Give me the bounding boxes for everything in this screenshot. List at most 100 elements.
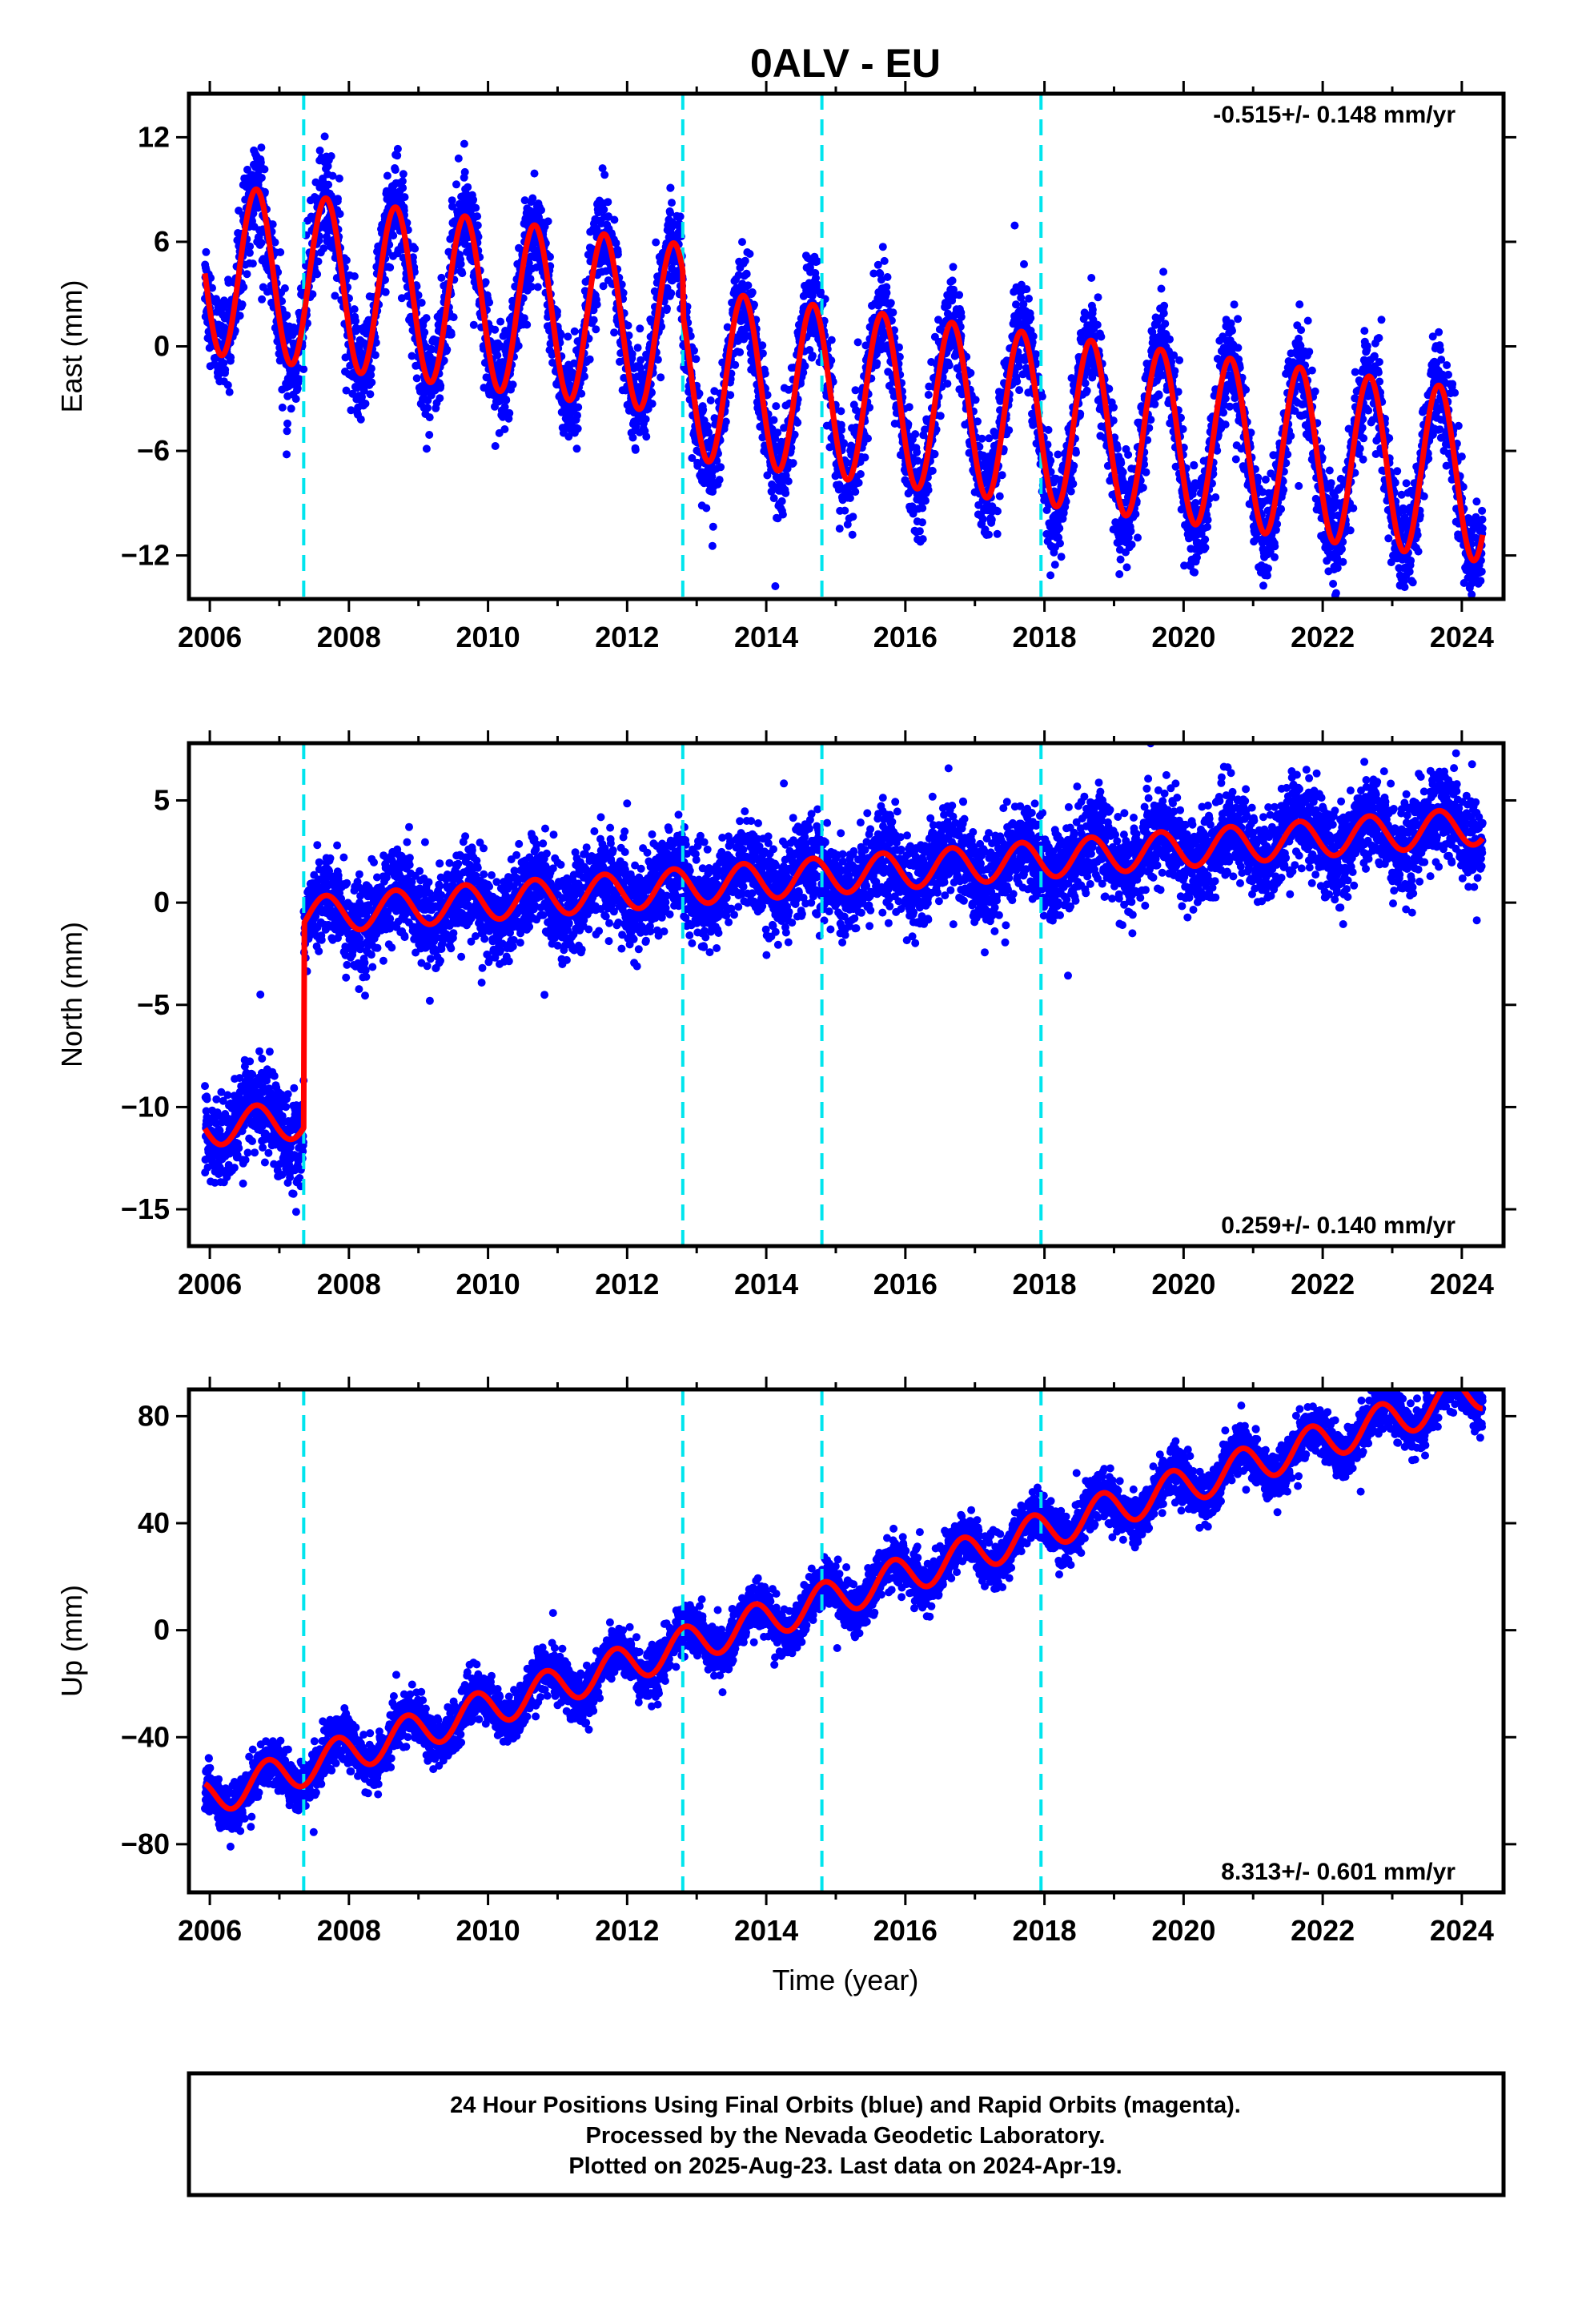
data-point bbox=[849, 513, 857, 521]
data-point bbox=[1117, 459, 1126, 468]
data-point bbox=[399, 170, 408, 179]
data-point bbox=[1055, 524, 1064, 533]
data-point bbox=[258, 295, 267, 304]
data-point bbox=[758, 433, 767, 442]
data-point bbox=[422, 444, 431, 453]
data-point bbox=[851, 386, 860, 395]
data-point bbox=[414, 291, 423, 300]
data-point bbox=[280, 284, 289, 292]
data-point bbox=[202, 247, 211, 256]
data-point bbox=[324, 180, 333, 189]
data-point bbox=[389, 231, 398, 240]
data-point bbox=[523, 320, 532, 329]
data-point bbox=[398, 177, 407, 186]
data-point bbox=[744, 281, 753, 290]
data-point bbox=[1050, 561, 1059, 569]
data-point bbox=[1072, 448, 1080, 457]
data-point bbox=[600, 205, 608, 214]
data-point bbox=[994, 507, 1002, 516]
data-point bbox=[1113, 444, 1122, 452]
data-point bbox=[440, 356, 448, 365]
data-point bbox=[692, 355, 701, 364]
data-point bbox=[526, 275, 535, 283]
data-point bbox=[572, 444, 581, 453]
data-point bbox=[1118, 468, 1127, 476]
data-point bbox=[508, 296, 517, 305]
data-point bbox=[848, 530, 857, 539]
data-point bbox=[411, 244, 420, 253]
data-point bbox=[837, 425, 846, 434]
data-point bbox=[748, 288, 757, 296]
data-point bbox=[628, 349, 636, 358]
data-point bbox=[527, 283, 536, 291]
data-point bbox=[1026, 314, 1035, 323]
data-point bbox=[314, 257, 323, 266]
data-point bbox=[636, 324, 644, 333]
data-point bbox=[533, 283, 542, 292]
data-point bbox=[469, 320, 478, 329]
data-point bbox=[452, 180, 460, 189]
data-point bbox=[585, 355, 594, 364]
east-panel: 2006 2008 2010 2012 2014 2016 2018 2020 2022 2024… bbox=[55, 81, 1516, 653]
data-point bbox=[845, 494, 854, 502]
data-point bbox=[843, 520, 852, 529]
data-point bbox=[1020, 259, 1028, 268]
data-point bbox=[1159, 309, 1168, 318]
data-point bbox=[1175, 356, 1184, 364]
data-point bbox=[656, 373, 665, 382]
data-point bbox=[221, 365, 230, 374]
data-point bbox=[1159, 267, 1168, 276]
data-point bbox=[391, 166, 400, 175]
data-point bbox=[485, 298, 494, 307]
data-point bbox=[447, 330, 456, 339]
data-point bbox=[502, 396, 511, 404]
data-point bbox=[456, 259, 465, 268]
data-point bbox=[880, 256, 889, 265]
data-point bbox=[1174, 388, 1182, 396]
data-point bbox=[422, 314, 431, 323]
data-point bbox=[663, 304, 671, 313]
data-point bbox=[263, 287, 271, 296]
data-point bbox=[1127, 541, 1136, 549]
data-point bbox=[835, 480, 844, 489]
data-point bbox=[708, 541, 717, 550]
data-point bbox=[520, 196, 529, 205]
data-point bbox=[758, 349, 767, 358]
data-point bbox=[341, 353, 350, 362]
data-point bbox=[299, 365, 308, 373]
data-point bbox=[882, 283, 891, 292]
data-point bbox=[496, 317, 505, 326]
data-point bbox=[695, 389, 704, 398]
data-point bbox=[987, 515, 996, 524]
data-point bbox=[320, 132, 329, 141]
data-point bbox=[731, 360, 740, 369]
data-point bbox=[619, 288, 628, 297]
data-point bbox=[974, 417, 982, 426]
data-point bbox=[835, 525, 844, 533]
data-point bbox=[530, 169, 539, 178]
data-point bbox=[505, 408, 514, 417]
data-point bbox=[464, 183, 472, 191]
data-point bbox=[1154, 391, 1163, 400]
data-point bbox=[409, 253, 417, 262]
data-point bbox=[393, 151, 402, 160]
data-point bbox=[283, 450, 291, 459]
data-point bbox=[842, 458, 851, 467]
data-point bbox=[918, 504, 927, 513]
data-point bbox=[335, 210, 344, 219]
data-point bbox=[1115, 570, 1124, 578]
data-point bbox=[600, 171, 609, 179]
data-point bbox=[825, 443, 834, 452]
data-point bbox=[913, 448, 921, 456]
data-point bbox=[955, 291, 964, 300]
data-point bbox=[853, 338, 862, 347]
data-point bbox=[425, 431, 434, 439]
data-point bbox=[966, 368, 975, 377]
data-point bbox=[313, 270, 322, 279]
data-point bbox=[705, 428, 713, 437]
data-point bbox=[570, 327, 579, 336]
data-point bbox=[612, 239, 620, 247]
data-point bbox=[1110, 403, 1118, 412]
data-point bbox=[772, 402, 781, 411]
